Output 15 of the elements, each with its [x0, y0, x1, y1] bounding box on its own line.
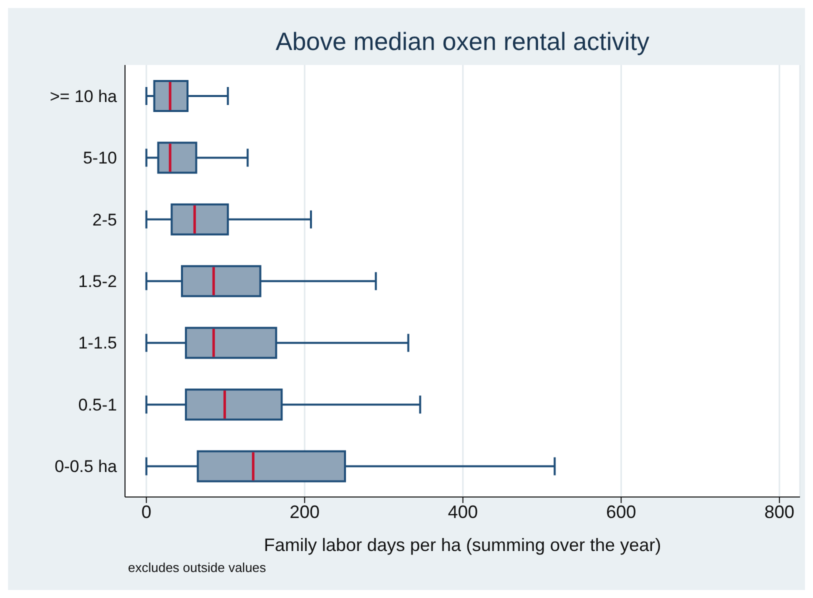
y-tick-label: 1-1.5 — [78, 334, 117, 353]
y-tick-label: 0-0.5 ha — [54, 457, 118, 476]
x-tick-label: 600 — [606, 502, 636, 522]
y-tick-label: 1.5-2 — [78, 272, 117, 292]
chart-title: Above median oxen rental activity — [274, 28, 650, 57]
text: excludes outside values — [128, 560, 266, 575]
y-tick-label: >= 10 ha — [50, 86, 118, 106]
x-tick-label: 800 — [764, 502, 794, 522]
x-axis-title: Family labor days per ha (summing over the year) — [264, 535, 662, 555]
x-tick-label: 200 — [290, 502, 320, 522]
x-tick-label: 400 — [448, 502, 478, 522]
x-tick-label: 0 — [141, 502, 152, 522]
y-tick-label: 5-10 — [82, 148, 117, 168]
y-tick-label: 0.5-1 — [78, 395, 117, 414]
y-tick-label: 2-5 — [92, 210, 117, 230]
